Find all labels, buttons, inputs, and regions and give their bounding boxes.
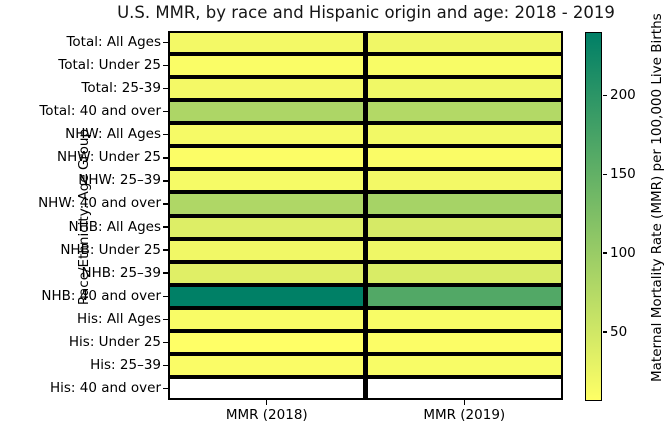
heatmap-cell: [368, 79, 561, 99]
y-axis-tick: [163, 87, 168, 90]
y-axis-tick: [163, 364, 168, 367]
row-label: His: 25–39: [90, 356, 161, 373]
heatmap-cell: [368, 263, 561, 283]
y-axis-tick: [163, 249, 168, 251]
heatmap-cell: [368, 309, 561, 329]
heatmap-cell: [368, 217, 561, 237]
x-axis-tick: [463, 400, 465, 405]
heatmap-cell: [170, 33, 363, 53]
colorbar-tick: [602, 173, 607, 175]
y-axis-tick: [163, 295, 168, 297]
row-label: NHB: 25–39: [81, 264, 161, 281]
heatmap-cell: [170, 286, 363, 306]
heatmap-cell: [368, 378, 561, 398]
heatmap-cell: [368, 355, 561, 375]
heatmap-cell: [170, 332, 363, 352]
y-axis-tick: [163, 111, 168, 113]
heatmap-cell: [170, 79, 363, 99]
heatmap-grid: [168, 31, 563, 400]
y-axis-tick: [163, 64, 168, 67]
heatmap-cell: [368, 56, 561, 76]
colorbar-tick-label: 200: [610, 87, 636, 104]
heatmap-cell: [368, 171, 561, 191]
row-label: NHB: All Ages: [68, 218, 161, 235]
y-axis-tick: [163, 41, 168, 44]
y-axis-tick: [163, 203, 168, 205]
row-label: Total: Under 25: [58, 57, 161, 74]
heatmap-cell: [170, 148, 363, 168]
heatmap-cell: [368, 33, 561, 53]
heatmap-cell: [170, 217, 363, 237]
x-axis-tick: [266, 400, 268, 405]
heatmap-cell: [170, 309, 363, 329]
heatmap-cell: [170, 355, 363, 375]
y-axis-tick: [163, 226, 168, 228]
colorbar-tick: [602, 252, 607, 254]
row-label: NHW: 40 and over: [38, 195, 161, 212]
column-label: MMR (2019): [423, 407, 506, 423]
row-label: Total: All Ages: [66, 34, 161, 50]
heatmap-cell: [170, 194, 363, 214]
colorbar-gradient: [585, 32, 602, 401]
y-axis-tick: [163, 134, 168, 136]
y-axis-tick: [163, 387, 168, 390]
heatmap-cell: [170, 171, 363, 191]
y-axis-tick: [163, 318, 168, 320]
colorbar-label: Maternal Mortality Rate (MMR) per 100,00…: [649, 13, 665, 382]
heatmap-cell: [170, 240, 363, 260]
row-label: His: All Ages: [77, 310, 161, 327]
column-label: MMR (2018): [225, 407, 308, 423]
row-label: NHB: Under 25: [60, 241, 161, 258]
heatmap-cell: [170, 263, 363, 283]
colorbar-tick-label: 150: [610, 166, 636, 183]
row-label: NHW: 25–39: [78, 172, 161, 189]
chart-title: U.S. MMR, by race and Hispanic origin an…: [117, 3, 615, 22]
heatmap-cell: [170, 102, 363, 122]
y-axis-tick: [163, 180, 168, 182]
row-label: NHW: Under 25: [57, 149, 161, 166]
colorbar-tick-label: 50: [610, 323, 628, 340]
y-axis-tick: [163, 272, 168, 274]
heatmap-cell: [368, 194, 561, 214]
colorbar-tick: [602, 94, 607, 97]
heatmap-cell: [368, 332, 561, 352]
heatmap-cell: [368, 240, 561, 260]
heatmap-cell: [170, 56, 363, 76]
row-label: NHB: 40 and over: [41, 287, 161, 304]
row-label: His: 40 and over: [49, 379, 161, 396]
heatmap-cell: [368, 286, 561, 306]
heatmap-cell: [368, 125, 561, 145]
heatmap-cell: [368, 102, 561, 122]
y-axis-tick: [163, 341, 168, 344]
heatmap-cell: [170, 125, 363, 145]
heatmap-cell: [170, 378, 363, 398]
row-label: His: Under 25: [68, 333, 161, 350]
heatmap-cell: [368, 148, 561, 168]
y-axis-tick: [163, 157, 168, 159]
row-label: Total: 40 and over: [39, 103, 161, 120]
row-label: NHW: All Ages: [65, 126, 161, 143]
colorbar-tick: [602, 331, 607, 333]
colorbar-tick-label: 100: [610, 245, 636, 262]
row-label: Total: 25-39: [81, 80, 161, 97]
